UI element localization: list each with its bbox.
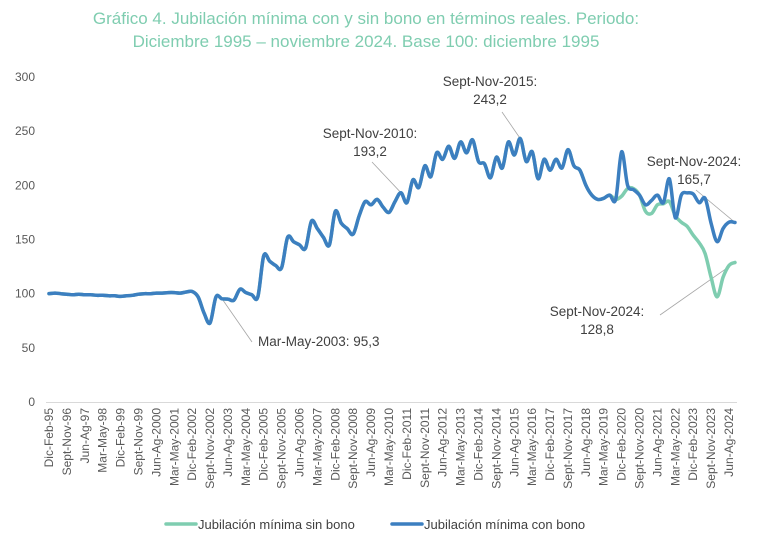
x-tick-label: Mar-May-2013 bbox=[454, 408, 468, 486]
x-tick-label: Mar-May-2001 bbox=[167, 408, 181, 486]
x-tick-label: Jun-Ag-2024 bbox=[722, 408, 736, 477]
x-tick-label: Dic-Feb-2023 bbox=[686, 408, 700, 481]
y-tick-label: 250 bbox=[15, 124, 35, 138]
annotation-label: 193,2 bbox=[353, 144, 387, 159]
chart-title-line-1: Gráfico 4. Jubilación mínima con y sin b… bbox=[93, 9, 639, 28]
x-tick-label: Mar-May-2022 bbox=[668, 408, 682, 486]
annotation-leaders bbox=[221, 111, 736, 343]
annotation-label: 243,2 bbox=[473, 92, 507, 107]
annotation-label: Mar-May-2003: 95,3 bbox=[258, 334, 380, 349]
x-tick-label: Dic-Feb-99 bbox=[114, 408, 128, 468]
y-axis: 0 50 100 150 200 250 300 bbox=[15, 70, 35, 409]
annotation-label: 165,7 bbox=[677, 172, 711, 187]
x-tick-label: Jun-Ag-2021 bbox=[650, 408, 664, 477]
series-line-con-bono bbox=[47, 136, 737, 326]
series-lines bbox=[47, 136, 737, 326]
x-tick-label: Sept-Nov-2017 bbox=[561, 408, 575, 489]
annotation-leader-line bbox=[501, 111, 521, 139]
x-tick-label: Dic-Feb-2017 bbox=[543, 408, 557, 481]
annotation-label: Sept-Nov-2010: bbox=[323, 126, 418, 141]
x-tick-label: Dic-Feb-2005 bbox=[257, 408, 271, 481]
x-tick-label: Jun-Ag-2006 bbox=[293, 408, 307, 477]
x-tick-label: Mar-May-2004 bbox=[239, 408, 253, 486]
annotation-leader-line bbox=[659, 262, 736, 316]
chart-title-line-2: Diciembre 1995 – noviembre 2024. Base 10… bbox=[133, 32, 600, 51]
series-line-sin-bono bbox=[47, 136, 737, 326]
x-tick-label: Jun-Ag-2015 bbox=[507, 408, 521, 477]
y-tick-label: 300 bbox=[15, 70, 35, 84]
x-tick-label: Sept-Nov-2005 bbox=[275, 408, 289, 489]
x-tick-label: Sept-Nov-2011 bbox=[418, 408, 432, 488]
x-tick-label: Sept-Nov-2008 bbox=[346, 408, 360, 489]
legend: Jubilación mínima sin bono Jubilación mí… bbox=[164, 517, 585, 532]
annotation-leader-line bbox=[695, 189, 736, 223]
annotation-label: Sept-Nov-2024: bbox=[647, 154, 742, 169]
x-tick-label: Sept-Nov-2014 bbox=[489, 408, 503, 489]
x-tick-label: Jun-Ag-2003 bbox=[221, 408, 235, 477]
x-tick-label: Sept-Nov-2023 bbox=[704, 408, 718, 489]
x-axis: Dic-Feb-95 Sept-Nov-96 Jun-Ag-97 Mar-May-98… bbox=[42, 408, 736, 489]
annotation-label: Sept-Nov-2024: bbox=[550, 304, 645, 319]
x-tick-label: Dic-Feb-2008 bbox=[328, 408, 342, 481]
annotation-leader-line bbox=[371, 161, 402, 193]
annotation-label: Sept-Nov-2015: bbox=[443, 74, 538, 89]
y-tick-label: 100 bbox=[15, 287, 35, 301]
x-tick-label: Dic-Feb-2020 bbox=[615, 408, 629, 481]
x-tick-label: Sept-Nov-96 bbox=[60, 408, 74, 476]
legend-label-con-bono: Jubilación mínima con bono bbox=[424, 517, 585, 532]
x-tick-label: Sept-Nov-2002 bbox=[203, 408, 217, 489]
annotation-leader-line bbox=[221, 298, 253, 343]
x-tick-label: Sept-Nov-2020 bbox=[633, 408, 647, 489]
x-tick-label: Mar-May-98 bbox=[96, 408, 110, 473]
x-tick-label: Jun-Ag-97 bbox=[78, 408, 92, 464]
y-tick-label: 150 bbox=[15, 233, 35, 247]
x-tick-label: Dic-Feb-2011 bbox=[400, 408, 414, 480]
x-tick-label: Dic-Feb-95 bbox=[42, 408, 56, 468]
x-tick-label: Jun-Ag-2012 bbox=[436, 408, 450, 477]
x-tick-label: Jun-Ag-2009 bbox=[364, 408, 378, 477]
y-tick-label: 50 bbox=[22, 341, 36, 355]
x-tick-label: Mar-May-2010 bbox=[382, 408, 396, 486]
annotation-label: 128,8 bbox=[580, 322, 614, 337]
x-tick-label: Mar-May-2016 bbox=[525, 408, 539, 486]
x-tick-label: Dic-Feb-2002 bbox=[185, 408, 199, 481]
x-tick-label: Dic-Feb-2014 bbox=[471, 408, 485, 481]
annotations: Mar-May-2003: 95,3 Sept-Nov-2010: 193,2 Sep… bbox=[258, 74, 741, 349]
x-tick-label: Jun-Ag-2000 bbox=[149, 408, 163, 477]
y-tick-label: 200 bbox=[15, 178, 35, 192]
x-tick-label: Sept-Nov-99 bbox=[131, 408, 145, 476]
x-tick-label: Mar-May-2007 bbox=[310, 408, 324, 486]
y-tick-label: 0 bbox=[28, 395, 35, 409]
legend-label-sin-bono: Jubilación mínima sin bono bbox=[198, 517, 355, 532]
x-tick-label: Mar-May-2019 bbox=[597, 408, 611, 486]
x-tick-label: Jun-Ag-2018 bbox=[579, 408, 593, 477]
